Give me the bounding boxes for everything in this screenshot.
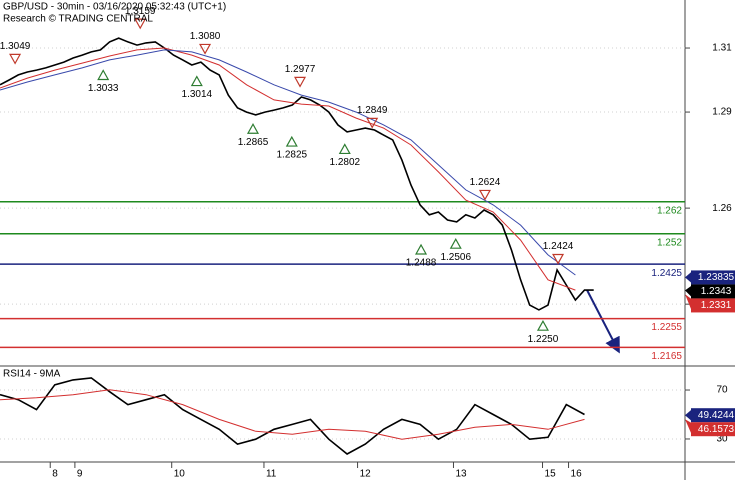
series-line: [0, 389, 585, 440]
pivot-high: [134, 18, 147, 30]
x-tick-label: 16: [571, 469, 583, 480]
series-line: [0, 49, 576, 276]
forecast-arrow: [586, 289, 620, 354]
x-tick-label: 11: [266, 469, 277, 480]
level-label: 1.262: [657, 205, 682, 216]
pivot-label: 1.2977: [285, 64, 316, 75]
y-tick-label: 70: [716, 385, 728, 396]
value-marker-pointer: [685, 285, 692, 298]
pivot-high: [552, 253, 565, 265]
chart-title: GBP/USD - 30min - 03/16/2020 05:32:43 (U…: [3, 2, 226, 13]
level-label: 1.252: [657, 237, 682, 248]
pivot-low: [97, 69, 110, 81]
pivot-low: [285, 135, 298, 147]
value-marker-pointer: [685, 409, 692, 422]
pivot-label: 1.3033: [88, 83, 119, 94]
pivot-high: [478, 189, 491, 201]
value-marker-label: 49.4244: [698, 410, 735, 421]
x-tick-label: 10: [174, 469, 186, 480]
y-tick-label: 1.31: [712, 43, 732, 54]
pivot-low: [536, 319, 549, 331]
pivot-label: 1.2825: [277, 150, 308, 161]
pivot-label: 1.2488: [406, 258, 437, 269]
pivot-high: [9, 53, 22, 65]
value-marker-label: 1.23835: [698, 272, 735, 283]
y-tick-label: 1.26: [712, 203, 732, 214]
pivot-label: 1.3080: [190, 31, 221, 42]
y-tick-label: 1.29: [712, 107, 732, 118]
value-marker-box: [691, 270, 735, 285]
pivot-label: 1.2865: [238, 137, 269, 148]
pivot-label: 1.2250: [528, 334, 559, 345]
x-tick-label: 12: [360, 469, 372, 480]
level-label: 1.2425: [651, 268, 682, 279]
pivot-low: [190, 75, 203, 87]
series-line: [0, 377, 585, 455]
pivot-label: 1.2849: [357, 105, 388, 116]
value-marker-pointer: [685, 294, 692, 312]
pivot-high: [199, 43, 212, 55]
x-tick-label: 9: [77, 469, 83, 480]
value-marker-box: [691, 422, 735, 437]
pivot-label: 1.3159: [125, 6, 156, 17]
series-line: [0, 47, 576, 291]
y-tick-label: 30: [716, 434, 728, 445]
value-marker-label: 1.2331: [701, 300, 732, 311]
rsi-title: RSI14 - 9MA: [3, 369, 61, 380]
chart-subtitle: Research © TRADING CENTRAL: [3, 14, 153, 25]
x-tick-label: 15: [545, 469, 557, 480]
value-marker-label: 46.1573: [698, 424, 735, 435]
pivot-label: 1.2506: [440, 252, 471, 263]
series-line: [0, 37, 594, 311]
pivot-low: [246, 123, 260, 134]
value-marker-label: 1.2343: [701, 286, 732, 297]
pivot-low: [449, 237, 462, 249]
pivot-label: 1.2802: [329, 157, 360, 168]
x-tick-label: 8: [52, 469, 58, 480]
pivot-label: 1.3014: [182, 89, 213, 100]
value-marker-box: [691, 298, 735, 313]
x-tick-label: 13: [455, 469, 467, 480]
value-marker-pointer: [685, 419, 692, 436]
value-marker-box: [691, 284, 735, 299]
pivot-label: 1.2424: [543, 241, 574, 252]
pivot-label: 1.3049: [0, 41, 31, 52]
pivot-low: [338, 143, 351, 155]
pivot-label: 1.2624: [470, 177, 501, 188]
value-marker-pointer: [685, 271, 692, 284]
pivot-high: [366, 117, 379, 129]
pivot-low: [415, 243, 428, 255]
pivot-high: [294, 76, 307, 88]
value-marker-box: [691, 408, 735, 423]
level-label: 1.2255: [651, 322, 682, 333]
level-label: 1.2165: [651, 351, 682, 362]
